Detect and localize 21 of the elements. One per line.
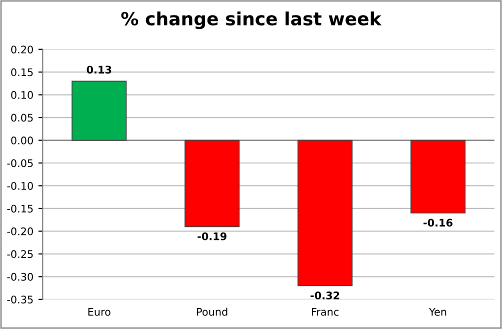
y-tick-label: -0.15 bbox=[7, 204, 33, 213]
y-tick-label: -0.20 bbox=[7, 227, 33, 236]
y-tick-label: 0.05 bbox=[11, 114, 33, 122]
data-label: 0.13 bbox=[86, 66, 112, 74]
data-label: -0.19 bbox=[198, 232, 226, 240]
y-tick-label: -0.30 bbox=[7, 272, 33, 281]
y-tick-label: -0.05 bbox=[7, 159, 33, 168]
x-tick-label: Pound bbox=[197, 308, 228, 316]
y-tick-label: 0.15 bbox=[11, 68, 33, 76]
data-label: -0.32 bbox=[310, 291, 340, 300]
x-tick-label: Euro bbox=[88, 308, 110, 316]
chart-title: % change since last week bbox=[121, 12, 382, 30]
x-tick-label: Franc bbox=[312, 308, 339, 316]
y-tick-label: 0.10 bbox=[11, 91, 33, 99]
y-tick-label: -0.35 bbox=[7, 296, 33, 304]
data-label: -0.16 bbox=[424, 218, 452, 227]
y-tick-label: -0.25 bbox=[7, 250, 33, 258]
x-tick-label: Yen bbox=[428, 308, 446, 316]
y-tick-label: -0.10 bbox=[7, 182, 33, 190]
y-tick-label: 0.00 bbox=[11, 136, 33, 144]
y-tick-label: 0.20 bbox=[11, 46, 33, 54]
